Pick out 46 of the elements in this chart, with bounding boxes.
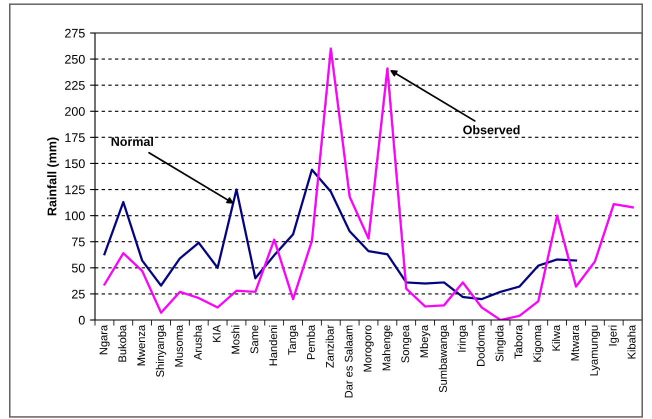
x-tick-label: Tanga	[288, 324, 298, 355]
x-tick-label: Singida	[495, 324, 506, 362]
x-tick-label: Shinyanga	[156, 324, 166, 377]
x-tick-label: Tabora	[514, 324, 522, 359]
x-tick-label: Mtwara	[571, 324, 579, 360]
x-tick-label: Sumbawanga	[438, 324, 450, 392]
x-tick-label: Dar es Salaam	[344, 326, 353, 398]
x-tick-label: Morogoro	[364, 325, 374, 372]
x-tick-label: Mahenge	[382, 325, 393, 370]
x-tick-label: Lyamungu	[590, 326, 600, 376]
x-tick-label: Iringa	[458, 324, 468, 352]
y-tick-label: 100	[65, 211, 85, 220]
x-tick-label: Kibaha	[627, 324, 636, 359]
y-axis-title: Rainfall (mm)	[47, 138, 59, 216]
x-tick-label: Zanzibar	[326, 325, 334, 368]
x-tick-label: Handeni	[269, 326, 278, 366]
y-tick-label: 200	[65, 107, 85, 116]
y-tick-label: 275	[65, 28, 85, 38]
x-tick-label: Musoma	[175, 324, 183, 367]
x-tick-label: Moshi	[231, 326, 240, 354]
annotation: Normal	[112, 136, 153, 146]
y-tick-label: 50	[72, 264, 85, 272]
y-tick-label: 150	[65, 159, 85, 168]
x-tick-label: Songea	[401, 324, 412, 363]
x-tick-label: Arusha	[194, 324, 202, 360]
y-tick-label: 75	[72, 238, 85, 246]
x-tick-label: Bukoba	[118, 324, 126, 362]
line-series	[103, 48, 634, 320]
x-tick-label: Kilwa	[552, 324, 560, 350]
y-tick-label: 0	[78, 316, 85, 325]
annotation: Observed	[463, 125, 520, 134]
x-tick-label: Same	[250, 325, 258, 354]
y-tick-label: 175	[65, 133, 85, 142]
y-tick-label: 125	[65, 185, 85, 194]
x-tick-label: Dodoma	[476, 324, 485, 366]
x-tick-label: Ngara	[100, 324, 110, 354]
y-tick-label: 25	[72, 290, 85, 299]
x-tick-label: Igeri	[608, 326, 619, 346]
x-tick-label: Mbeya	[420, 324, 430, 358]
x-tick-label: Mwenza	[137, 324, 146, 366]
x-tick-label: Kigoma	[533, 324, 544, 362]
x-tick-label: KIA	[212, 324, 220, 342]
line-series	[103, 168, 578, 300]
y-tick-label: 225	[65, 80, 85, 90]
x-tick-label: Pemba	[306, 324, 315, 360]
y-tick-label: 250	[65, 54, 85, 64]
